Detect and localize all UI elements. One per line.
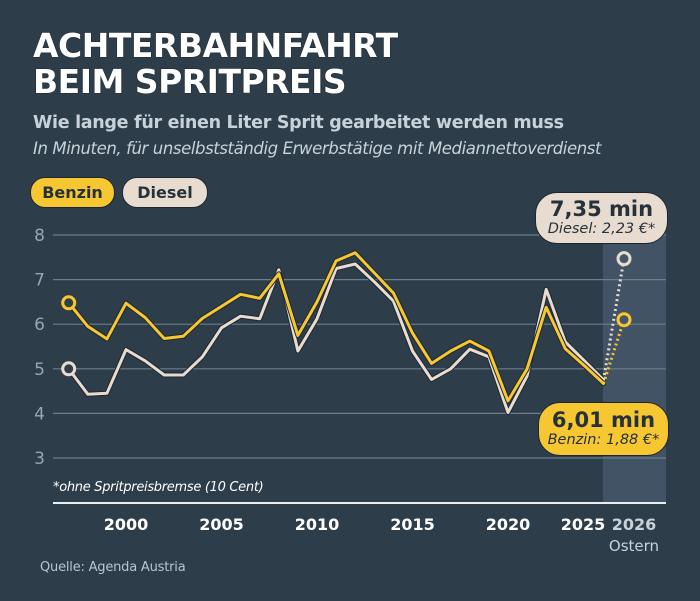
y-tick-label: 8 [34, 226, 45, 246]
y-tick-label: 4 [34, 404, 45, 424]
diesel-callout-price: Diesel: 2,23 €* [547, 221, 656, 237]
y-tick-label: 6 [34, 315, 45, 335]
series-line-diesel [67, 262, 605, 414]
title-line-2: BEIM SPRITPREIS [33, 62, 347, 101]
highlight-band-2026 [603, 228, 666, 503]
legend-benzin: Benzin [30, 177, 115, 208]
benzin-callout: 6,01 min Benzin: 1,88 €* [538, 402, 669, 456]
x-tick-label: 2010 [295, 515, 340, 534]
diesel-callout: 7,35 min Diesel: 2,23 €* [535, 192, 668, 244]
x-tick-label: 2020 [486, 515, 531, 534]
projection-marker-benzin [616, 312, 632, 328]
y-tick-label: 3 [34, 449, 45, 469]
x-tick-label: 2005 [199, 515, 244, 534]
series-line-benzin [67, 251, 605, 403]
x-tick-label: 2015 [390, 515, 435, 534]
benzin-callout-value: 6,01 min [551, 408, 656, 432]
benzin-callout-price: Benzin: 1,88 €* [547, 432, 660, 448]
chart-description: In Minuten, für unselbstständig Erwerbst… [33, 139, 602, 158]
start-marker-benzin [61, 295, 77, 311]
series-outline-diesel [66, 261, 606, 415]
chart-title: ACHTERBAHNFAHRT BEIM SPRITPREIS [33, 28, 398, 100]
legend-diesel: Diesel [122, 177, 208, 208]
y-tick-label: 7 [34, 271, 45, 291]
chart-subtitle: Wie lange für einen Liter Sprit gearbeit… [33, 113, 564, 133]
footnote: *ohne Spritpreisbremse (10 Cent) [53, 480, 264, 495]
projection-line-benzin [602, 319, 626, 384]
x-tick-label: 2025 [561, 515, 606, 534]
projection-marker-diesel [616, 251, 632, 267]
source-note: Quelle: Agenda Austria [40, 560, 186, 575]
projection-line-diesel [602, 258, 626, 381]
diesel-callout-value: 7,35 min [549, 197, 654, 221]
start-marker-diesel [61, 361, 77, 377]
title-line-1: ACHTERBAHNFAHRT [33, 26, 398, 65]
x-tick-label: 2000 [104, 515, 149, 534]
y-tick-label: 5 [34, 360, 45, 380]
x-tick-label: 2026 [612, 515, 657, 534]
x-tick-sublabel: Ostern [609, 537, 659, 555]
